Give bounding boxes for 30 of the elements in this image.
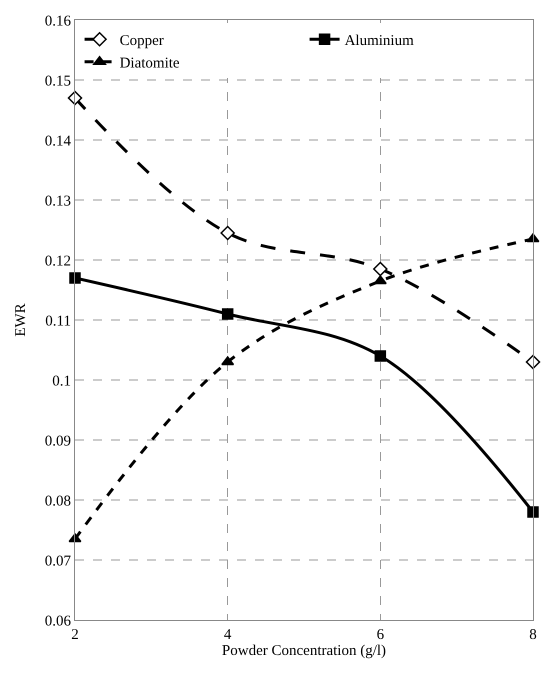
point — [373, 262, 388, 276]
y-tick-label: 0.09 — [44, 433, 71, 450]
x-axis-title: Powder Concentration (g/l) — [222, 643, 386, 659]
point — [374, 275, 387, 284]
y-tick-label: 0.13 — [44, 193, 71, 210]
point — [221, 356, 234, 366]
y-tick-label: 0.1 — [52, 373, 71, 390]
y-tick-label: 0.14 — [44, 133, 72, 150]
x-tick-label: 4 — [224, 627, 232, 643]
legend-label: Copper — [120, 33, 164, 50]
y-axis-title: EWR — [13, 303, 29, 337]
y-tick-label: 0.15 — [44, 73, 71, 90]
point — [68, 90, 82, 106]
legend-label: Diatomite — [120, 56, 180, 72]
point — [374, 350, 386, 362]
y-tick-label: 0.06 — [44, 613, 72, 630]
point — [526, 354, 540, 370]
x-tick-label: 8 — [529, 627, 537, 643]
x-tick-label: 6 — [376, 627, 385, 643]
y-tick-label: 0.11 — [45, 313, 71, 330]
point — [220, 226, 235, 240]
point — [69, 272, 81, 284]
legend-label: Aluminium — [344, 33, 414, 50]
y-tick-label: 0.07 — [44, 553, 72, 570]
point — [527, 506, 539, 518]
point — [222, 308, 234, 320]
y-tick-label: 0.12 — [44, 253, 71, 270]
x-tick-label: 2 — [71, 627, 79, 643]
y-tick-label: 0.16 — [44, 13, 72, 30]
y-tick-label: 0.08 — [44, 493, 71, 510]
